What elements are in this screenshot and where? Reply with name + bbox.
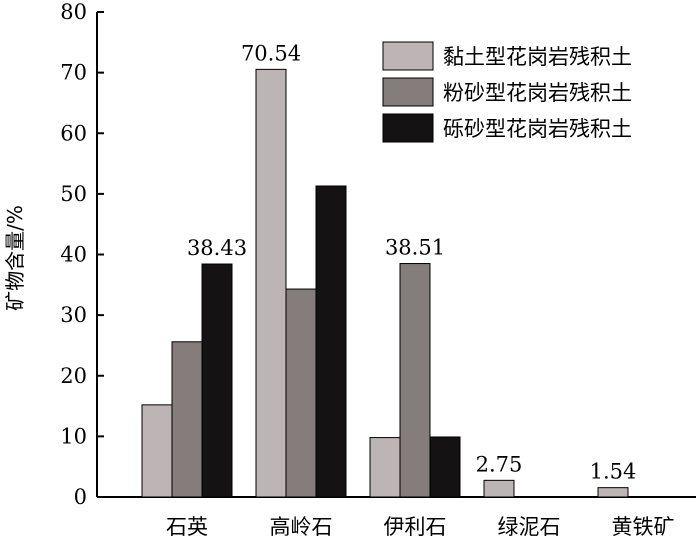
legend-label: 粉砂型花岗岩残积土 [443,81,632,105]
y-tick-label: 30 [60,303,87,327]
bar [141,404,173,498]
bar [201,263,233,498]
y-tick-label: 60 [60,121,87,145]
bar [285,288,317,498]
y-tick-label: 70 [60,61,87,85]
data-label: 2.75 [476,452,523,476]
x-category-label: 黄铁矿 [612,515,675,539]
x-category-label: 高岭石 [270,515,333,539]
y-tick-label: 20 [60,364,87,388]
y-tick-label: 10 [60,424,87,448]
bar [483,479,515,498]
x-category-label: 绿泥石 [498,515,561,539]
bar [255,68,287,498]
bar [171,341,203,498]
bar [597,487,629,498]
data-label: 70.54 [241,41,301,65]
bar [399,263,431,498]
y-tick-label: 50 [60,182,87,206]
legend-swatch [382,113,434,143]
y-tick-label: 80 [60,0,87,24]
legend-swatch [382,77,434,107]
bar [315,185,347,498]
legend-label: 黏土型花岗岩残积土 [443,45,632,69]
data-label: 1.54 [590,460,637,484]
legend-swatch [382,41,434,71]
data-label: 38.43 [187,236,247,260]
data-label: 38.51 [385,236,445,260]
y-tick-label: 0 [74,485,87,509]
bar [369,437,401,498]
x-category-label: 伊利石 [384,515,447,539]
legend-label: 砾砂型花岗岩残积土 [443,117,632,141]
x-category-label: 石英 [166,515,208,539]
y-tick-label: 40 [60,243,87,267]
bar [429,436,461,498]
y-axis-label: 矿物含量/% [3,205,27,311]
